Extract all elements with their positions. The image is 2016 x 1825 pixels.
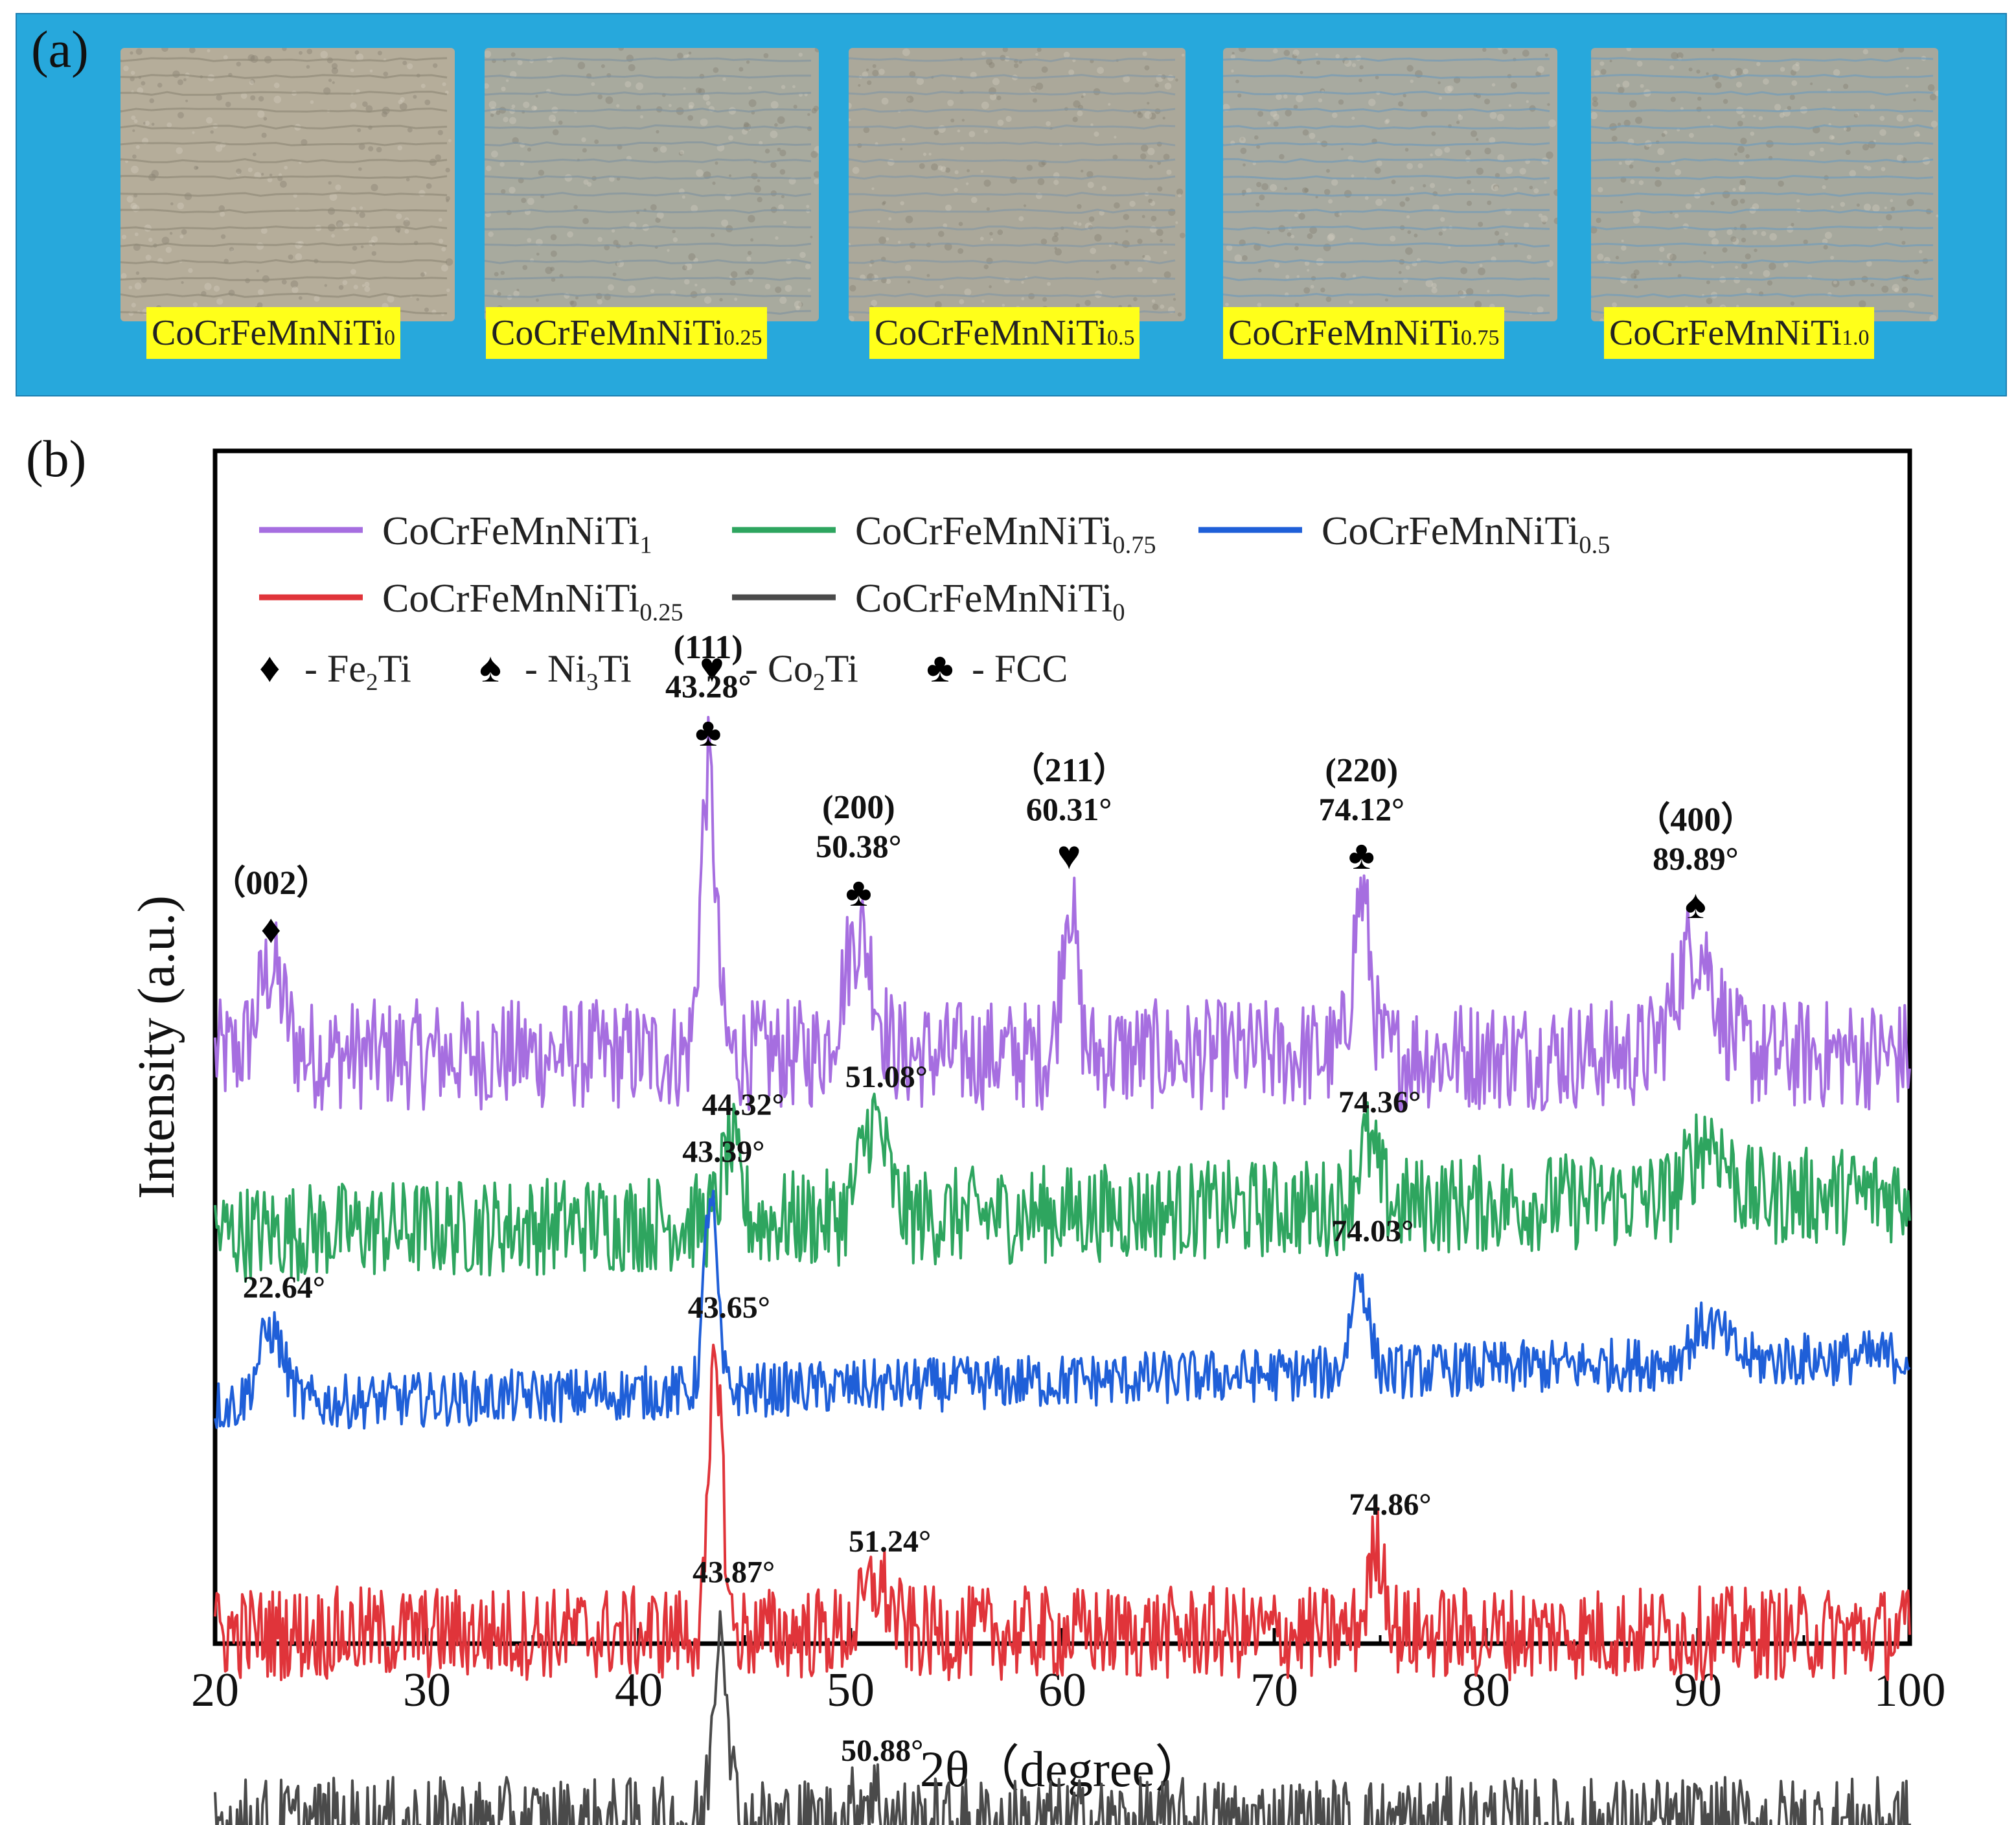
y-axis-title: Intensity (a.u.)	[128, 895, 185, 1199]
peak-angle-label: 74.36°	[1338, 1085, 1421, 1119]
peak-phase-symbol: ♣	[695, 711, 722, 755]
peak-phase-symbol: ♥	[1057, 834, 1081, 878]
phase-key-label: - Ni3Ti	[525, 647, 632, 696]
x-tick-label: 20	[191, 1664, 239, 1717]
panel-b-label: (b)	[26, 431, 86, 488]
phase-key-label: - Co2Ti	[745, 647, 858, 696]
series-line	[214, 1189, 1911, 1430]
peak-angle-label: 51.08°	[845, 1060, 928, 1094]
peak-phase-symbol: ♣	[1348, 834, 1375, 878]
sample-texture	[485, 48, 819, 321]
peak-angle-label: 51.24°	[849, 1524, 931, 1559]
x-tick-label: 80	[1462, 1664, 1510, 1717]
peak-angle-label: 43.28°	[665, 668, 751, 704]
peak-angle-label: 74.12°	[1318, 791, 1404, 827]
phase-key-symbol: ♣	[926, 645, 954, 691]
sample-photo-ti075	[1223, 48, 1557, 321]
sample-texture	[1223, 48, 1557, 321]
legend-label: CoCrFeMnNiTi0.5	[1322, 509, 1610, 559]
peak-angle-label: 43.87°	[693, 1555, 775, 1590]
peak-hkl-label: （002）	[212, 864, 330, 902]
peak-hkl-label: (111)	[674, 629, 743, 666]
peak-angle-label: 43.39°	[682, 1134, 764, 1169]
legend-label: CoCrFeMnNiTi0.25	[382, 577, 683, 626]
sample-label-ti10: CoCrFeMnNiTi1.0	[1604, 307, 1875, 359]
sample-photo-ti10	[1591, 48, 1938, 321]
series-line	[214, 1092, 1911, 1283]
peak-angle-label: 74.03°	[1331, 1214, 1414, 1248]
sample-photo-panel: (a) CoCrFeMnNiTi0 CoCrFeMnNiTi0.25 CoCrF…	[16, 13, 2007, 396]
panel-a-label: (a)	[31, 21, 89, 78]
sample-texture	[849, 48, 1186, 321]
x-tick-label: 30	[403, 1664, 451, 1717]
series-line	[214, 716, 1911, 1112]
x-tick-label: 50	[827, 1664, 875, 1717]
peak-angle-label: 89.89°	[1653, 840, 1739, 877]
legend-label: CoCrFeMnNiTi1	[382, 509, 652, 559]
peak-angle-label: 50.38°	[816, 828, 902, 864]
phase-key-symbol: ♥	[700, 645, 724, 691]
sample-texture	[1591, 48, 1938, 321]
sample-label-ti0: CoCrFeMnNiTi0	[146, 307, 400, 359]
sample-label-ti025: CoCrFeMnNiTi0.25	[486, 307, 768, 359]
peak-angle-label: 22.64°	[243, 1270, 325, 1305]
peak-phase-symbol: ♦	[261, 908, 282, 952]
x-tick-label: 70	[1250, 1664, 1298, 1717]
peak-phase-symbol: ♠	[1685, 883, 1706, 927]
peak-phase-symbol: ♣	[845, 871, 872, 915]
x-tick-label: 40	[615, 1664, 663, 1717]
peak-hkl-label: (220)	[1325, 752, 1398, 789]
sample-label-ti075: CoCrFeMnNiTi0.75	[1223, 307, 1505, 359]
series-line	[214, 1344, 1911, 1681]
peak-hkl-label: （400）	[1636, 801, 1754, 838]
peak-angle-label: 60.31°	[1026, 791, 1112, 827]
phase-key-symbol: ♦	[259, 645, 281, 691]
phase-key-label: - FCC	[972, 647, 1068, 690]
peak-angle-label: 74.86°	[1349, 1487, 1431, 1522]
phase-key-symbol: ♠	[479, 645, 501, 691]
peak-hkl-label: (200)	[822, 789, 895, 826]
legend-label: CoCrFeMnNiTi0	[855, 577, 1125, 626]
peak-angle-label: 43.65°	[688, 1291, 770, 1325]
peak-angle-label: 44.32°	[702, 1088, 785, 1122]
peak-angle-label: 50.88°	[841, 1734, 923, 1768]
peak-hkl-label: （211）	[1011, 752, 1127, 789]
x-tick-label: 100	[1874, 1664, 1946, 1717]
phase-key-label: - Fe2Ti	[304, 647, 411, 696]
sample-label-ti05: CoCrFeMnNiTi0.5	[869, 307, 1140, 359]
sample-photo-ti05	[849, 48, 1186, 321]
sample-photo-ti025	[485, 48, 819, 321]
legend-label: CoCrFeMnNiTi0.75	[855, 509, 1156, 559]
